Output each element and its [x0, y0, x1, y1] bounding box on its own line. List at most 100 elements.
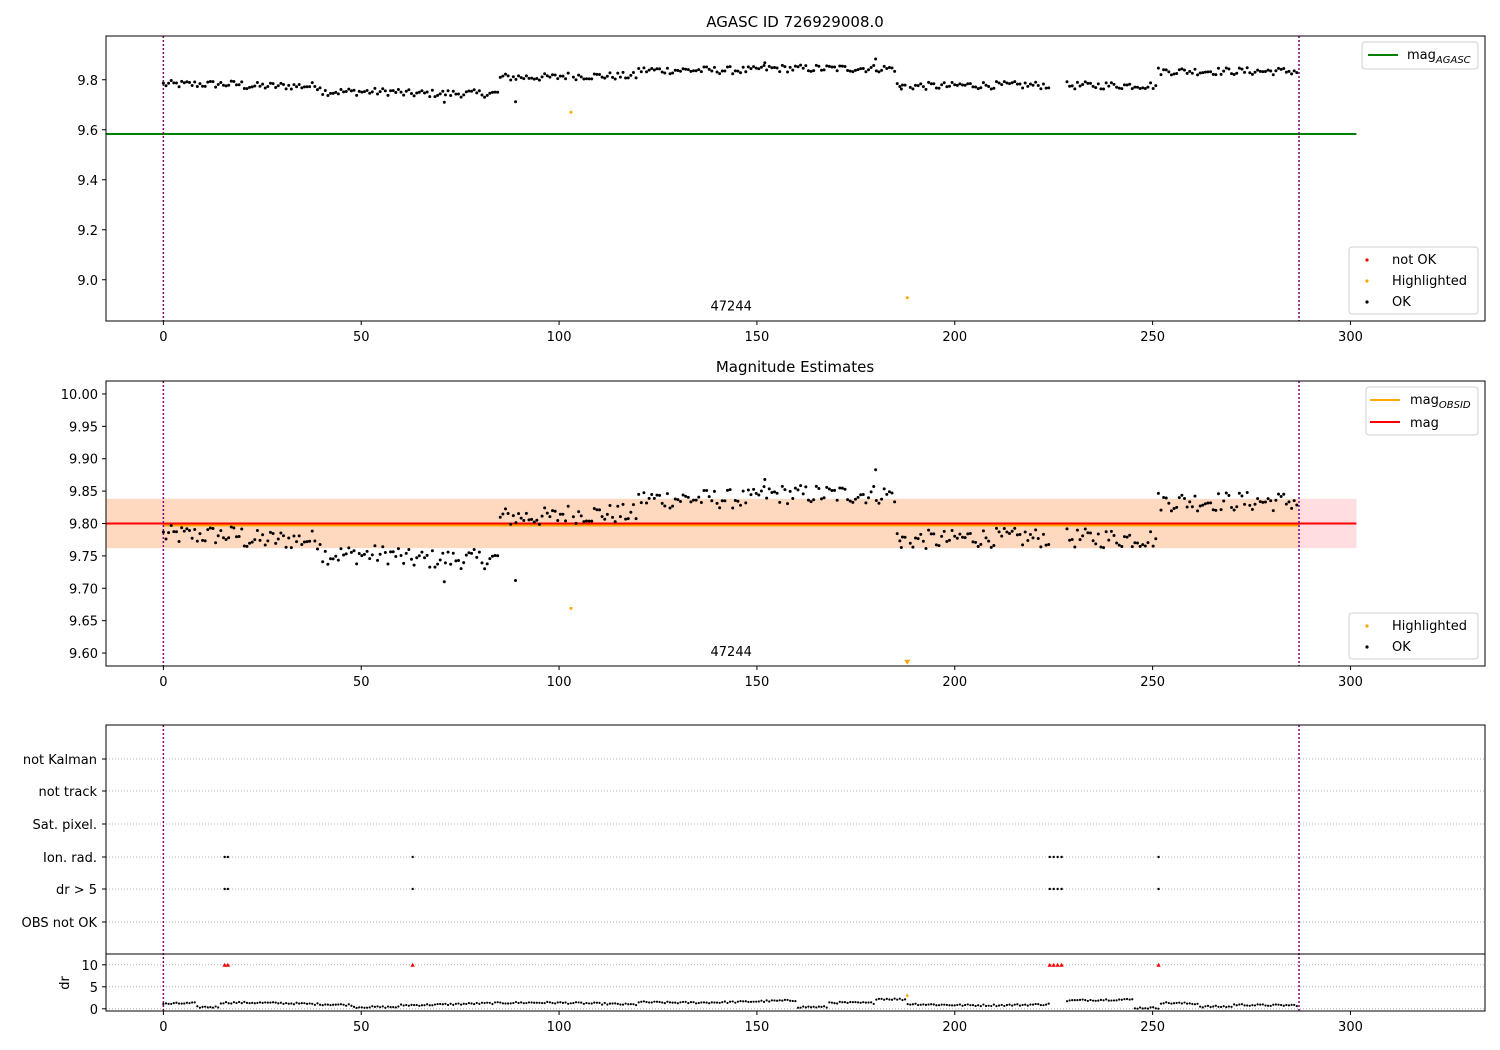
- ok-point: [503, 507, 507, 511]
- ok-point: [237, 83, 241, 87]
- ok-point: [887, 490, 891, 494]
- ok-point: [1237, 491, 1241, 495]
- ok-point: [1284, 70, 1288, 74]
- ok-point: [590, 519, 594, 523]
- legend-highlighted-marker-2: [1365, 624, 1369, 628]
- dr-point: [922, 1003, 925, 1006]
- ok-point: [1277, 66, 1281, 70]
- legend-highlighted-marker: [1365, 279, 1369, 283]
- ok-point: [718, 72, 722, 76]
- ok-point: [428, 565, 432, 569]
- ok-point: [1143, 86, 1147, 90]
- ok-point: [616, 504, 620, 508]
- ok-point: [793, 64, 797, 68]
- dr-point: [849, 1000, 852, 1004]
- dr-point: [1170, 1002, 1173, 1005]
- dr-point: [493, 1001, 497, 1004]
- ok-point: [174, 530, 178, 534]
- dr-point: [277, 1002, 280, 1005]
- ok-point: [161, 81, 165, 85]
- ok-point: [723, 69, 727, 73]
- dr-point: [298, 1002, 301, 1005]
- ok-point: [921, 85, 925, 89]
- ok-point: [503, 72, 507, 76]
- dr-point: [1152, 1006, 1155, 1009]
- dr-point: [838, 1000, 841, 1003]
- dr-point: [603, 1001, 606, 1005]
- ok-point: [1083, 80, 1087, 84]
- dr-point: [439, 1002, 442, 1006]
- ok-point: [1274, 69, 1278, 73]
- ok-point: [595, 508, 599, 512]
- ok-point: [1274, 498, 1278, 502]
- ok-point: [731, 506, 735, 510]
- dr-point: [697, 1001, 700, 1005]
- dr-point: [903, 998, 907, 1001]
- dr-point: [363, 1006, 366, 1009]
- ok-point: [368, 91, 372, 95]
- dr-point: [663, 1002, 666, 1005]
- ok-point: [326, 93, 330, 97]
- ok-point: [650, 67, 654, 71]
- ok-point: [874, 69, 878, 73]
- dr-point: [634, 1004, 638, 1007]
- ok-point: [947, 84, 951, 88]
- ok-point: [1021, 86, 1025, 90]
- ok-point: [383, 89, 387, 93]
- ok-point: [872, 63, 876, 67]
- ok-point: [214, 541, 218, 545]
- dr-point: [914, 1002, 917, 1005]
- ok-point: [279, 81, 283, 85]
- ok-point: [498, 515, 502, 519]
- dr-point: [642, 1000, 646, 1003]
- ok-point: [449, 562, 453, 566]
- ok-point: [409, 557, 413, 561]
- dr-point: [924, 1003, 928, 1006]
- ok-point: [308, 539, 312, 543]
- x-tick-label: 100: [547, 675, 572, 690]
- ok-point: [383, 550, 387, 554]
- ok-point: [684, 494, 688, 498]
- dr-point: [224, 1001, 228, 1004]
- ok-point: [720, 69, 724, 73]
- ok-point: [867, 68, 871, 72]
- ok-point: [817, 64, 821, 68]
- dr-point: [984, 1004, 988, 1008]
- ok-point: [558, 74, 562, 78]
- dr-point: [888, 998, 891, 1001]
- dr-point: [747, 1000, 750, 1004]
- dr-point: [548, 1001, 551, 1004]
- dr-point: [1280, 1003, 1283, 1007]
- ok-point: [1018, 82, 1022, 86]
- dr-point: [1186, 1002, 1189, 1005]
- dr-point: [507, 1002, 510, 1005]
- ok-point: [1209, 501, 1213, 505]
- dr-point: [509, 1002, 512, 1005]
- dr-clipped-marker: [1156, 962, 1161, 967]
- ok-point: [446, 89, 450, 93]
- ok-point: [428, 95, 432, 99]
- ok-point: [1269, 499, 1273, 503]
- legend-ok-marker: [1365, 300, 1369, 304]
- dr-point: [820, 1005, 823, 1008]
- ok-point: [937, 86, 941, 90]
- ok-point: [890, 491, 894, 495]
- ok-point: [853, 68, 857, 72]
- dr-point: [183, 1002, 186, 1005]
- dr-point: [235, 1001, 238, 1005]
- ok-point: [396, 547, 400, 551]
- ok-point: [282, 82, 286, 86]
- ok-point: [198, 82, 202, 86]
- ok-point: [177, 85, 181, 89]
- ok-point: [352, 549, 356, 553]
- ok-point: [331, 557, 335, 561]
- ok-point: [1099, 545, 1103, 549]
- ok-point: [1266, 497, 1270, 501]
- ok-point: [1235, 71, 1239, 75]
- ok-point: [1130, 545, 1134, 549]
- ok-point: [1002, 526, 1006, 530]
- dr-point: [1099, 998, 1103, 1001]
- ok-point: [472, 88, 476, 92]
- dr-point: [397, 1005, 400, 1008]
- ok-point: [524, 511, 528, 515]
